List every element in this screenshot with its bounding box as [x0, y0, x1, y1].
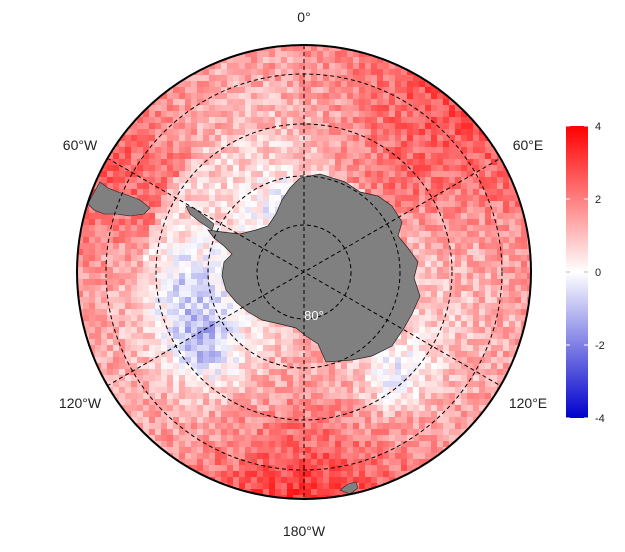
lon-label-60w: 60°W [63, 137, 98, 153]
colorbar-tick-2: 2 [595, 194, 601, 206]
map-boundary [76, 44, 532, 500]
colorbar: 4 2 0 -2 -4 [566, 121, 605, 425]
colorbar-tick-marks [566, 125, 588, 419]
colorbar-tick-neg4: -4 [595, 413, 605, 425]
lat-label-80: 80° [304, 308, 324, 323]
colorbar-tick-0: 0 [595, 267, 601, 279]
colorbar-tick-4: 4 [595, 121, 601, 133]
lon-label-120w: 120°W [59, 395, 102, 411]
south-america-landmass [87, 181, 151, 217]
new-zealand-landmass [339, 481, 359, 495]
latitude-circle-60 [155, 123, 453, 421]
anomaly-field [77, 45, 531, 499]
colorbar-tick-neg2: -2 [595, 340, 605, 352]
lon-label-0: 0° [297, 9, 310, 25]
graticule [105, 45, 503, 499]
meridian-120w-60e [106, 157, 502, 387]
lon-label-180w: 180°W [283, 523, 326, 539]
lon-label-120e: 120°E [509, 395, 547, 411]
antarctica-landmass [185, 173, 421, 363]
lon-label-60e: 60°E [513, 137, 544, 153]
colorbar-gradient [566, 126, 588, 418]
